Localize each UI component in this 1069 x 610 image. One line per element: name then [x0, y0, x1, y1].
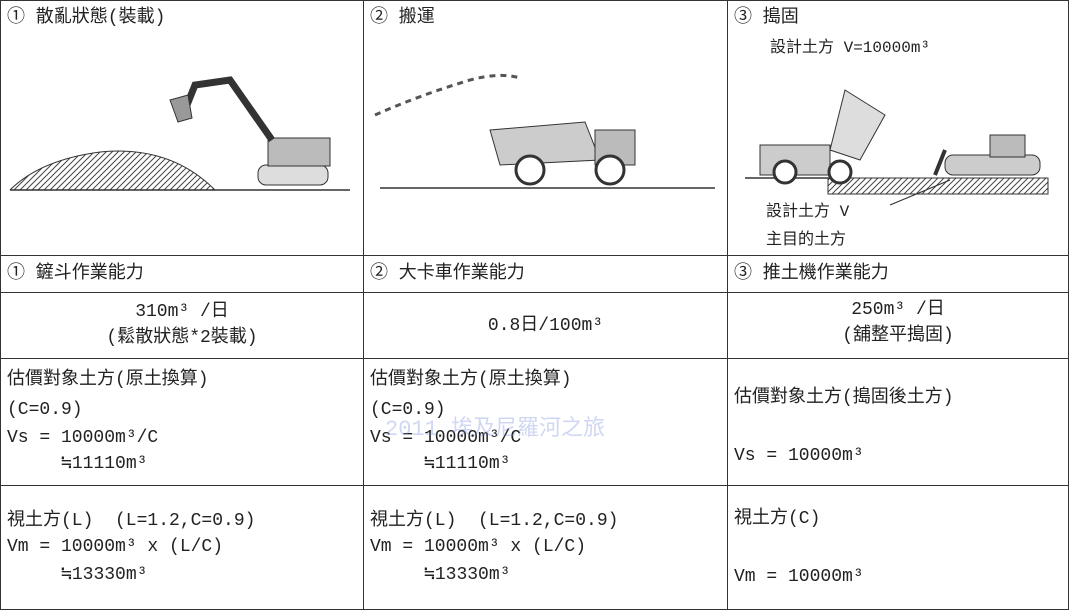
cell-text: ≒11110m³ [424, 454, 511, 474]
cell-text: ≒13330m³ [424, 565, 511, 585]
cell-text: 250m³ /日 [851, 300, 945, 320]
cell-text: 估價對象土方(原土換算) [7, 370, 209, 390]
cell-text: (C=0.9) [370, 400, 446, 420]
table-header: ② 大卡車作業能力 [364, 256, 728, 293]
cell-text: 310m³ /日 [135, 302, 229, 322]
panel-1: ① 散亂狀態(裝載) [0, 0, 364, 256]
cell-text: 估價對象土方(原土換算) [370, 370, 572, 390]
panel-caption: 設計土方 V [766, 203, 850, 221]
header-text: ② 大卡車作業能力 [370, 264, 525, 284]
cell-text: 視土方(L) (L=1.2,C=0.9) [370, 511, 619, 531]
table-cell: 0.8日/100m³ [364, 293, 728, 359]
cell-text: 0.8日/100m³ [487, 316, 604, 336]
illustrations [9, 73, 1049, 206]
table-cell: 310m³ /日 (鬆散狀態*2裝載) [0, 293, 364, 359]
cell-text: Vm = 10000m³ x (L/C) [7, 537, 224, 557]
table-header: ① 鏟斗作業能力 [0, 256, 364, 293]
panel-title: ② 搬運 [370, 8, 435, 28]
table-cell: 視土方(L) (L=1.2,C=0.9) Vm = 10000m³ x (L/C… [364, 486, 728, 610]
panel-caption: 主目的土方 [766, 231, 847, 249]
table-cell: 估價對象土方(原土換算) (C=0.9) Vs = 10000m³/C ≒111… [0, 359, 364, 486]
cell-text: Vs = 10000m³/C [370, 428, 522, 448]
excavator-scene [9, 76, 350, 191]
watermark: 2011 埃及尼羅河之旅 [385, 417, 606, 442]
panel-title: ③ 搗固 [734, 8, 799, 28]
cell-text: ≒13330m³ [61, 565, 148, 585]
table-cell: 視土方(L) (L=1.2,C=0.9) Vm = 10000m³ x (L/C… [0, 486, 364, 610]
cell-text: Vm = 10000m³ x (L/C) [370, 537, 587, 557]
cell-text: 視土方(C) [734, 509, 821, 529]
cell-text: (舖整平搗固) [842, 326, 954, 346]
cell-text: Vs = 10000m³ [734, 446, 864, 466]
cell-text: Vs = 10000m³/C [7, 428, 159, 448]
cell-text: (鬆散狀態*2裝載) [106, 328, 258, 348]
cell-text: 估價對象土方(搗固後土方) [734, 388, 954, 408]
cell-text: (C=0.9) [7, 400, 83, 420]
panel-3: ③ 搗固 設計土方 V=10000m³ 設計土方 V 主目的土方 [728, 0, 1069, 256]
truck-scene [374, 73, 715, 189]
cell-text: 視土方(L) (L=1.2,C=0.9) [7, 511, 256, 531]
panel-caption: 設計土方 V=10000m³ [770, 39, 931, 57]
header-text: ③ 推土機作業能力 [734, 264, 889, 284]
table-header: ③ 推土機作業能力 [728, 256, 1069, 293]
table-cell: 視土方(C) Vm = 10000m³ [728, 486, 1069, 610]
header-text: ① 鏟斗作業能力 [7, 264, 144, 284]
table-cell: 估價對象土方(原土換算) (C=0.9) Vs = 10000m³/C ≒111… [364, 359, 728, 486]
table-cell: 250m³ /日 (舖整平搗固) [728, 293, 1069, 359]
cell-text: ≒11110m³ [61, 454, 148, 474]
compaction-scene [745, 89, 1049, 206]
panel-2: ② 搬運 [364, 0, 728, 256]
cell-text: Vm = 10000m³ [734, 567, 864, 587]
table-cell: 估價對象土方(搗固後土方) Vs = 10000m³ [728, 359, 1069, 486]
panel-title: ① 散亂狀態(裝載) [7, 8, 166, 28]
